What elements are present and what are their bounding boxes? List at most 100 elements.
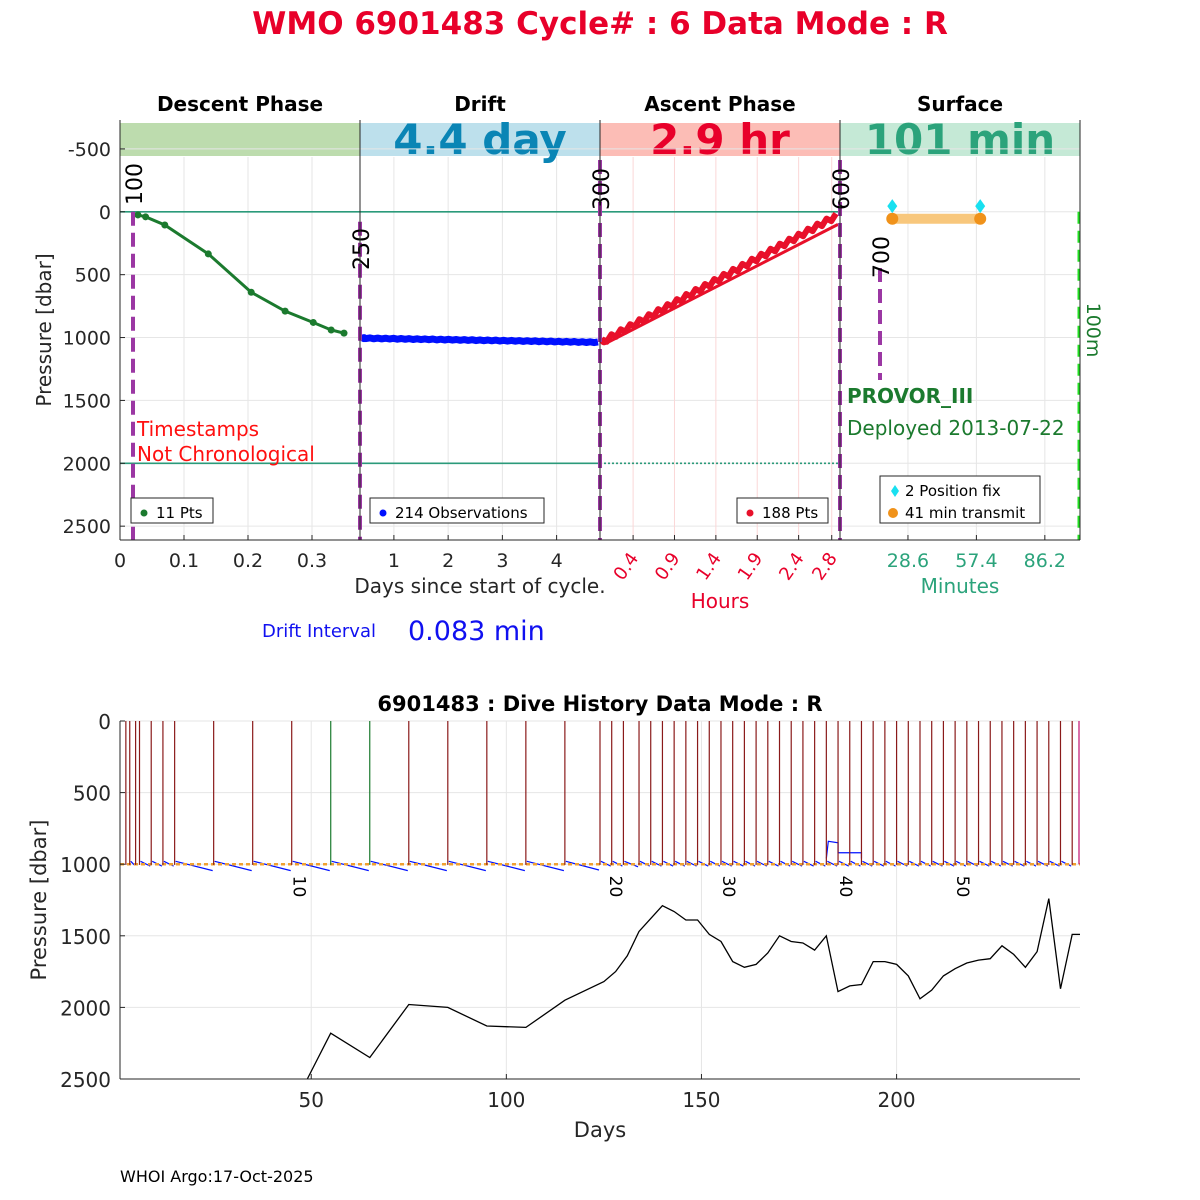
deployed-date: Deployed 2013-07-22	[847, 416, 1065, 440]
descent-point	[247, 288, 255, 296]
drift-xtick-label: 1	[388, 550, 400, 572]
phase-ytick-label: 2500	[63, 516, 111, 538]
ascent-xtick-label: 2.8	[808, 549, 842, 585]
history-ytick-label: 0	[98, 710, 111, 734]
history-drift-segment	[175, 860, 213, 872]
position-fix-marker	[887, 199, 898, 214]
descent-legend-marker	[140, 509, 148, 517]
history-ytick-label: 2500	[60, 1068, 111, 1092]
position-fix-marker	[975, 199, 986, 214]
surface-legend-marker	[891, 485, 899, 497]
history-drift-segment	[526, 860, 565, 872]
drift-xtick-label: 4	[551, 550, 563, 572]
history-xtick-label: 50	[298, 1088, 323, 1112]
descent-drift-xlabel: Days since start of cycle.	[354, 574, 605, 598]
descent-xtick-label-zero: 0	[114, 550, 126, 572]
history-drift-segment	[370, 860, 408, 872]
float-type: PROVOR_III	[847, 384, 973, 408]
marker-label: 100m	[1082, 303, 1104, 358]
surface-legend-label: 41 min transmit	[905, 504, 1025, 522]
descent-legend-label: 11 Pts	[156, 504, 203, 522]
ascent-legend-label: 188 Pts	[762, 504, 818, 522]
history-ytick-label: 2000	[60, 996, 111, 1020]
descent-point	[281, 307, 289, 315]
ascent-line-secondary	[605, 223, 839, 345]
descent-point	[142, 213, 150, 221]
footer-credit: WHOI Argo:17-Oct-2025	[120, 1167, 314, 1186]
history-drift-segment	[292, 860, 330, 872]
drift-line	[361, 334, 599, 347]
history-ytick-label: 500	[73, 782, 111, 806]
surface-legend-marker	[888, 508, 898, 518]
bottom-depth-line	[306, 898, 1080, 1080]
surface-xtick-label: 57.4	[955, 550, 997, 572]
phase-ytick-label: 1500	[63, 390, 111, 412]
history-drift-segment	[130, 860, 136, 866]
drift-xtick-label: 3	[496, 550, 508, 572]
descent-point	[327, 326, 335, 334]
history-content: 10 20 30 40 50	[120, 721, 1080, 1080]
ascent-xtick-label: 1.9	[734, 549, 768, 585]
transmit-end-point	[974, 212, 987, 225]
descent-point	[161, 221, 169, 229]
phase-ytick-label: 2000	[63, 453, 111, 475]
drift-interval-value: 0.083 min	[408, 616, 545, 647]
phase-ytick-label: -500	[68, 139, 111, 161]
phase-band-descent	[120, 123, 360, 156]
ascent-xtick-label: 2.4	[775, 549, 809, 585]
drift-legend-marker	[379, 509, 387, 517]
surface-legend-label: 2 Position fix	[905, 482, 1001, 500]
descent-point	[204, 250, 212, 258]
ascent-xtick-label: 1.4	[692, 549, 726, 585]
surface-xtick-label: 28.6	[887, 550, 929, 572]
phase-duration-ascent: 2.9 hr	[650, 115, 790, 164]
phase-ytick-label: 1000	[63, 328, 111, 350]
phase-ytick-label: 500	[75, 265, 111, 287]
ascent-xtick-label: 0.9	[651, 549, 685, 585]
ascent-xlabel: Hours	[691, 589, 750, 613]
timestamps-warning: Timestamps	[136, 417, 259, 441]
surface-xtick-label: 86.2	[1024, 550, 1066, 572]
descent-xtick-label: 0.2	[233, 550, 263, 572]
figure-title: WMO 6901483 Cycle# : 6 Data Mode : R	[252, 6, 948, 42]
dive-history-panel: 6901483 : Dive History Data Mode : R 10 2…	[27, 692, 1080, 1142]
history-xlabel: Days	[574, 1118, 626, 1142]
phase-band-surface	[840, 123, 1080, 156]
phase-content: PROVOR_III Deployed 2013-07-22 100 250 300 60…	[120, 160, 1104, 540]
phase-band-drift	[360, 123, 600, 156]
history-drift-segment	[409, 860, 447, 872]
surface-legend	[879, 475, 1041, 524]
cycle-number-label: 20	[605, 876, 625, 898]
drift-xtick-label: 2	[442, 550, 454, 572]
history-ytick-label: 1000	[60, 853, 111, 877]
descent-xtick-label: 0.1	[169, 550, 199, 572]
history-xtick-label: 100	[487, 1088, 525, 1112]
descent-line	[137, 213, 345, 335]
phase-title-descent: Descent Phase	[157, 92, 323, 116]
timestamps-warning: Not Chronological	[137, 442, 315, 466]
history-drift-segment	[448, 860, 486, 872]
history-drift-segment	[487, 860, 525, 872]
history-drift-segment	[214, 860, 252, 872]
history-ylabel: Pressure [dbar]	[27, 820, 51, 981]
history-drift-segment	[565, 860, 600, 871]
marker-label: 100	[123, 163, 148, 205]
phase-title-surface: Surface	[917, 92, 1003, 116]
ascent-legend-marker	[746, 509, 754, 517]
drift-interval-label: Drift Interval	[262, 621, 376, 642]
history-drift-segment	[253, 860, 291, 872]
history-xtick-label: 150	[682, 1088, 720, 1112]
cycle-number-label: 50	[952, 876, 972, 898]
cycle-number-label: 40	[835, 876, 855, 898]
descent-point	[309, 318, 317, 326]
history-title: 6901483 : Dive History Data Mode : R	[377, 692, 822, 716]
drift-legend-label: 214 Observations	[395, 504, 528, 522]
cycle-number-label: 10	[289, 876, 309, 898]
phase-band-ascent	[600, 123, 840, 156]
surface-xlabel: Minutes	[921, 574, 1000, 598]
descent-point	[134, 211, 142, 219]
ascent-line	[600, 212, 839, 345]
